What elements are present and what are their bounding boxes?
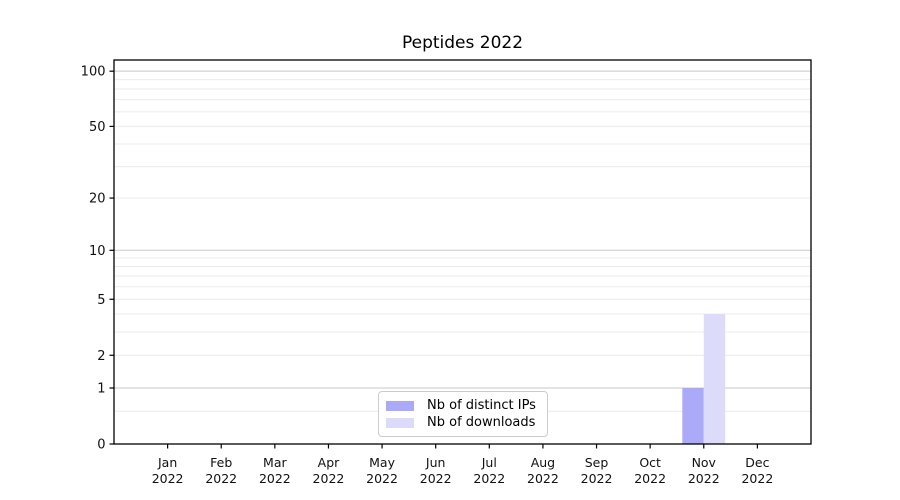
legend-swatch-downloads	[386, 417, 414, 428]
x-tick-label-month: Nov	[692, 455, 717, 470]
y-tick-label: 10	[89, 244, 106, 259]
x-tick-label-year: 2022	[527, 471, 559, 486]
x-tick-label-month: Dec	[745, 455, 769, 470]
axis-frame	[113, 59, 812, 445]
x-tick-label-month: Feb	[210, 455, 232, 470]
x-tick-label-year: 2022	[634, 471, 666, 486]
x-tick-label-year: 2022	[688, 471, 720, 486]
legend-label-distinct-ips: Nb of distinct IPs	[427, 398, 536, 413]
y-tick-label: 50	[89, 120, 106, 135]
x-tick-label-year: 2022	[741, 471, 773, 486]
x-tick-label-year: 2022	[581, 471, 613, 486]
x-tick-label-month: Mar	[263, 455, 287, 470]
legend-entry-distinct-ips: Nb of distinct IPs	[386, 399, 539, 412]
legend-swatch-distinct-ips	[386, 400, 414, 411]
x-tick-label-month: Jan	[157, 455, 177, 470]
legend-entry-downloads: Nb of downloads	[386, 416, 539, 429]
x-tick-label-month: Aug	[531, 455, 555, 470]
y-tick-label: 2	[97, 349, 105, 364]
legend-label-downloads: Nb of downloads	[427, 415, 536, 430]
x-tick-label-month: Sep	[585, 455, 609, 470]
x-tick-label-year: 2022	[205, 471, 237, 486]
y-tick-label: 1	[97, 382, 105, 397]
legend: Nb of distinct IPs Nb of downloads	[378, 391, 548, 437]
x-tick-label-month: Oct	[639, 455, 661, 470]
x-tick-label-year: 2022	[420, 471, 452, 486]
y-tick-label: 0	[97, 438, 105, 453]
bar-distinct-ips-nov	[682, 388, 704, 444]
x-tick-label-month: Apr	[318, 455, 340, 470]
y-tick-label: 100	[81, 65, 106, 80]
y-tick-label: 5	[97, 293, 105, 308]
y-tick-label: 20	[89, 192, 106, 207]
x-tick-label-year: 2022	[366, 471, 398, 486]
x-tick-label-month: Jul	[481, 455, 497, 470]
x-tick-label-year: 2022	[152, 471, 184, 486]
bar-downloads-nov	[703, 313, 726, 444]
x-tick-label-year: 2022	[313, 471, 345, 486]
x-tick-label-month: May	[369, 455, 395, 470]
x-tick-label-year: 2022	[473, 471, 505, 486]
x-tick-label-year: 2022	[259, 471, 291, 486]
x-tick-label-month: Jun	[425, 455, 446, 470]
chart-title: Peptides 2022	[401, 33, 524, 53]
